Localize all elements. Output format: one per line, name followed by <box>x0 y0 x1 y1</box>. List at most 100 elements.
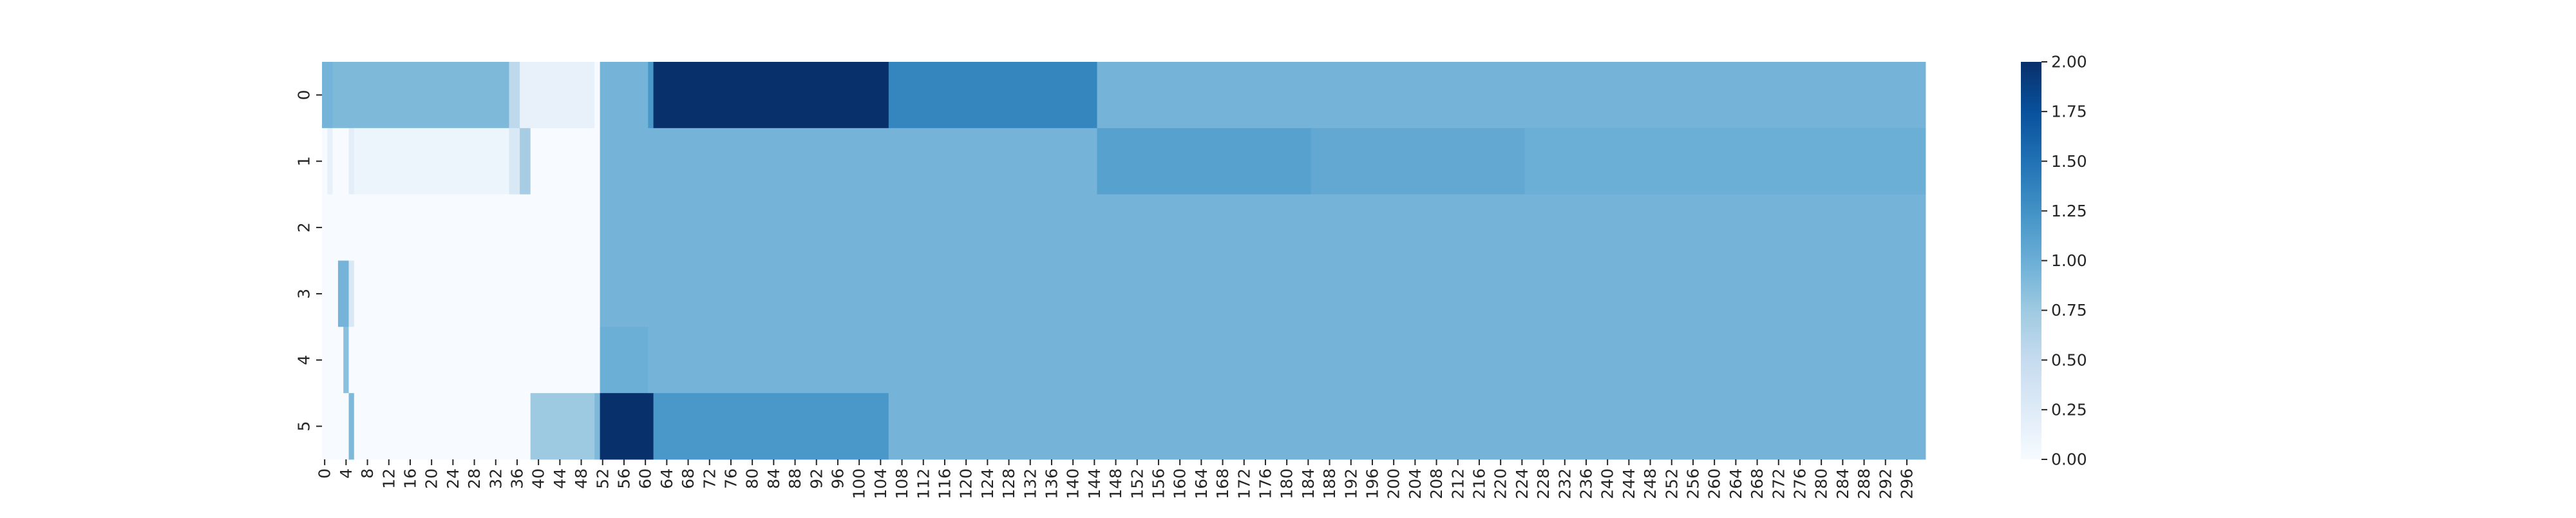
colorbar-tick-label: 1.25 <box>2051 202 2087 220</box>
x-tick-label: 224 <box>1513 468 1531 499</box>
x-tick-label: 176 <box>1256 468 1274 499</box>
x-tick-label: 72 <box>700 468 719 489</box>
y-tick-label: 2 <box>295 222 314 233</box>
x-tick-label: 120 <box>957 468 976 499</box>
x-tick-label: 8 <box>358 468 377 479</box>
x-tick-label: 192 <box>1341 468 1360 499</box>
x-tick-label: 212 <box>1448 468 1467 499</box>
heatmap-cells <box>322 62 1926 460</box>
x-tick-label: 200 <box>1385 468 1403 499</box>
heatmap-cell-row-4-cols-5-51 <box>348 327 600 394</box>
colorbar-tick-label: 1.75 <box>2051 102 2087 121</box>
x-tick-label: 124 <box>978 468 997 499</box>
heatmap-cell-row-0-cols-145-299 <box>1097 62 1926 129</box>
x-tick-label: 264 <box>1727 468 1745 499</box>
heatmap-cell-row-0-cols-2-34 <box>332 62 509 129</box>
y-tick-label: 4 <box>295 355 314 365</box>
x-tick-label: 136 <box>1042 468 1061 499</box>
x-tick-label: 100 <box>850 468 869 499</box>
x-tick-label: 96 <box>828 468 847 489</box>
heatmap-cell-row-0-cols-35-36 <box>509 62 520 129</box>
x-tick-label: 52 <box>593 468 612 489</box>
heatmap-cell-row-1-cols-1-1 <box>327 128 333 195</box>
heatmap-cell-row-0-cols-0-1 <box>322 62 333 129</box>
x-tick-label: 204 <box>1406 468 1425 499</box>
x-tick-label: 268 <box>1748 468 1766 499</box>
x-tick-label: 84 <box>764 468 783 489</box>
heatmap-cell-row-2-cols-0-51 <box>322 194 600 261</box>
x-tick-label: 232 <box>1555 468 1574 499</box>
x-tick-label: 216 <box>1470 468 1488 499</box>
heatmap-cell-row-1-cols-225-299 <box>1524 128 1926 195</box>
x-tick-label: 140 <box>1064 468 1083 499</box>
heatmap-cell-row-0-cols-51-51 <box>594 62 600 129</box>
x-tick-label: 276 <box>1790 468 1809 499</box>
heatmap-cell-row-5-cols-5-5 <box>348 393 355 460</box>
x-tick-label: 12 <box>379 468 398 489</box>
heatmap-cell-row-1-cols-0-0 <box>322 128 328 195</box>
heatmap-cell-row-5-cols-0-4 <box>322 393 349 460</box>
heatmap-cell-row-5-cols-39-50 <box>530 393 595 460</box>
x-tick-label: 188 <box>1320 468 1339 499</box>
x-tick-label: 32 <box>486 468 505 489</box>
x-tick-label: 116 <box>935 468 954 499</box>
colorbar-tick-label: 0.00 <box>2051 450 2087 469</box>
x-tick-label: 92 <box>807 468 826 489</box>
heatmap-cell-row-3-cols-5-5 <box>348 260 355 327</box>
heatmap-cell-row-3-cols-0-2 <box>322 260 339 327</box>
y-tick-label: 3 <box>295 289 314 299</box>
x-tick-label: 296 <box>1897 468 1916 499</box>
x-tick-label: 244 <box>1620 468 1638 499</box>
heatmap-cell-row-3-cols-52-299 <box>600 260 1926 327</box>
x-tick-label: 272 <box>1769 468 1788 499</box>
x-tick-label: 0 <box>316 468 334 479</box>
heatmap-cell-row-4-cols-52-60 <box>600 327 649 394</box>
heatmap-cell-row-1-cols-6-34 <box>354 128 509 195</box>
y-tick-label: 0 <box>295 90 314 100</box>
x-tick-label: 284 <box>1833 468 1852 499</box>
x-tick-label: 4 <box>337 468 355 479</box>
x-tick-label: 156 <box>1149 468 1168 499</box>
colorbar-tick-label: 1.50 <box>2051 152 2087 171</box>
x-tick-label: 80 <box>743 468 762 489</box>
x-tick-label: 28 <box>465 468 484 489</box>
heatmap-cell-row-3-cols-6-51 <box>354 260 600 327</box>
x-tick-label: 128 <box>999 468 1018 499</box>
x-tick-label: 292 <box>1876 468 1895 499</box>
colorbar-gradient <box>2021 62 2041 459</box>
x-tick-label: 132 <box>1021 468 1039 499</box>
y-tick-label: 5 <box>295 421 314 432</box>
colorbar-tick-label: 2.00 <box>2051 53 2087 72</box>
x-tick-label: 184 <box>1299 468 1318 499</box>
x-tick-label: 280 <box>1812 468 1831 499</box>
colorbar: 0.00 0.25 0.50 0.75 1.00 1.25 1.50 1.75 2.00 <box>2021 53 2087 469</box>
x-tick-label: 40 <box>529 468 548 489</box>
x-tick-label: 48 <box>572 468 591 489</box>
x-tick-label: 44 <box>551 468 569 489</box>
heatmap-cell-row-0-cols-37-50 <box>520 62 595 129</box>
x-tick-label: 252 <box>1662 468 1681 499</box>
heatmap-cell-row-0-cols-106-144 <box>888 62 1097 129</box>
x-tick-label: 152 <box>1128 468 1146 499</box>
heatmap-cell-row-5-cols-6-38 <box>354 393 531 460</box>
x-tick-label: 68 <box>679 468 697 489</box>
x-tick-label: 64 <box>658 468 676 489</box>
x-tick-label: 248 <box>1641 468 1660 499</box>
x-tick-label: 168 <box>1213 468 1232 499</box>
heatmap-cell-row-2-cols-52-299 <box>600 194 1926 261</box>
colorbar-tick-label: 1.00 <box>2051 251 2087 270</box>
heatmap-cell-row-4-cols-0-3 <box>322 327 344 394</box>
heatmap-cell-row-5-cols-52-61 <box>600 393 654 460</box>
x-tick-label: 24 <box>444 468 462 489</box>
heatmap-cell-row-1-cols-145-184 <box>1097 128 1311 195</box>
x-tick-label: 104 <box>871 468 890 499</box>
x-tick-label: 36 <box>507 468 526 489</box>
colorbar-tick-label: 0.25 <box>2051 400 2087 419</box>
x-tick-label: 88 <box>786 468 804 489</box>
heatmap-cell-row-1-cols-185-224 <box>1311 128 1525 195</box>
y-tick-label: 1 <box>295 156 314 166</box>
x-tick-label: 76 <box>721 468 740 489</box>
heatmap-cell-row-1-cols-37-38 <box>520 128 531 195</box>
x-tick-label: 236 <box>1577 468 1595 499</box>
heatmap-cell-row-4-cols-61-299 <box>648 327 1926 394</box>
